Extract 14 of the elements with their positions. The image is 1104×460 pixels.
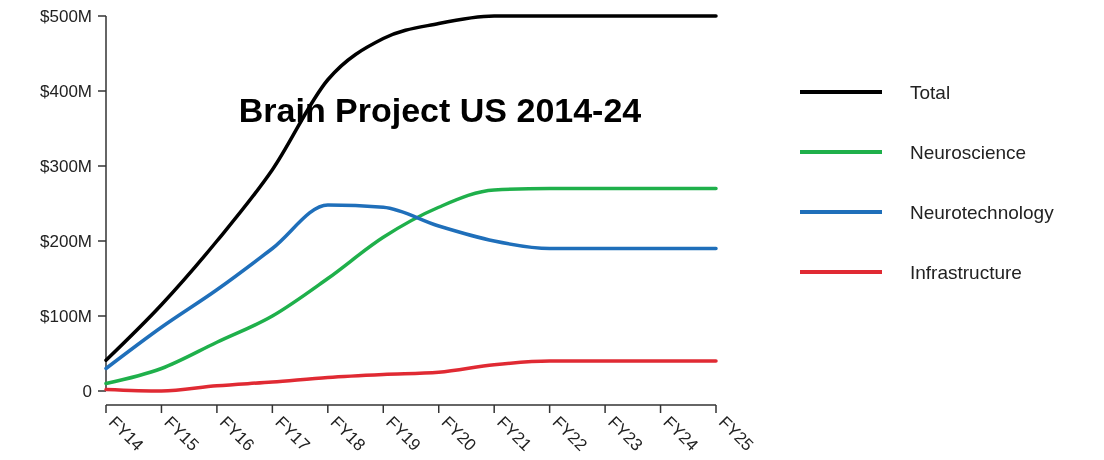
y-tick-label: $100M bbox=[40, 306, 92, 326]
legend-label: Infrastructure bbox=[910, 261, 1022, 283]
y-tick-label: $200M bbox=[40, 231, 92, 251]
y-tick-label: 0 bbox=[82, 381, 92, 401]
y-tick-label: $300M bbox=[40, 156, 92, 176]
line-series bbox=[104, 203, 718, 371]
y-tick-label: $500M bbox=[40, 6, 92, 26]
line-series bbox=[104, 14, 718, 362]
line-series bbox=[104, 359, 718, 393]
legend-label: Total bbox=[910, 81, 951, 103]
line-series bbox=[104, 186, 718, 386]
y-tick-label: $400M bbox=[40, 81, 92, 101]
legend-label: Neurotechnology bbox=[910, 201, 1055, 223]
legend-label: Neuroscience bbox=[910, 141, 1027, 163]
